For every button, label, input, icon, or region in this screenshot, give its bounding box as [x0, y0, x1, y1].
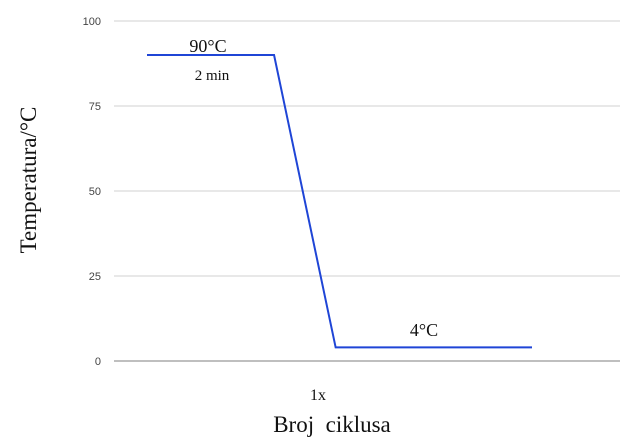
gridlines [114, 20, 620, 362]
y-axis-title: Temperatura/°C [16, 107, 41, 254]
annotation-4c: 4°C [410, 320, 438, 340]
x-axis-title: Broj ciklusa [273, 412, 391, 437]
series-layer [147, 54, 532, 349]
y-tick-label-50: 50 [89, 186, 101, 198]
annotation-90c: 90°C [189, 36, 226, 56]
y-tick-labels: 0 25 50 75 100 [83, 16, 101, 368]
y-tick-label-100: 100 [83, 16, 101, 28]
y-tick-label-25: 25 [89, 271, 101, 283]
y-tick-label-0: 0 [95, 356, 101, 368]
temperature-profile-line [147, 54, 532, 349]
x-category-label: 1x [310, 387, 326, 404]
y-tick-label-75: 75 [89, 101, 101, 113]
annotation-2min: 2 min [195, 68, 230, 84]
